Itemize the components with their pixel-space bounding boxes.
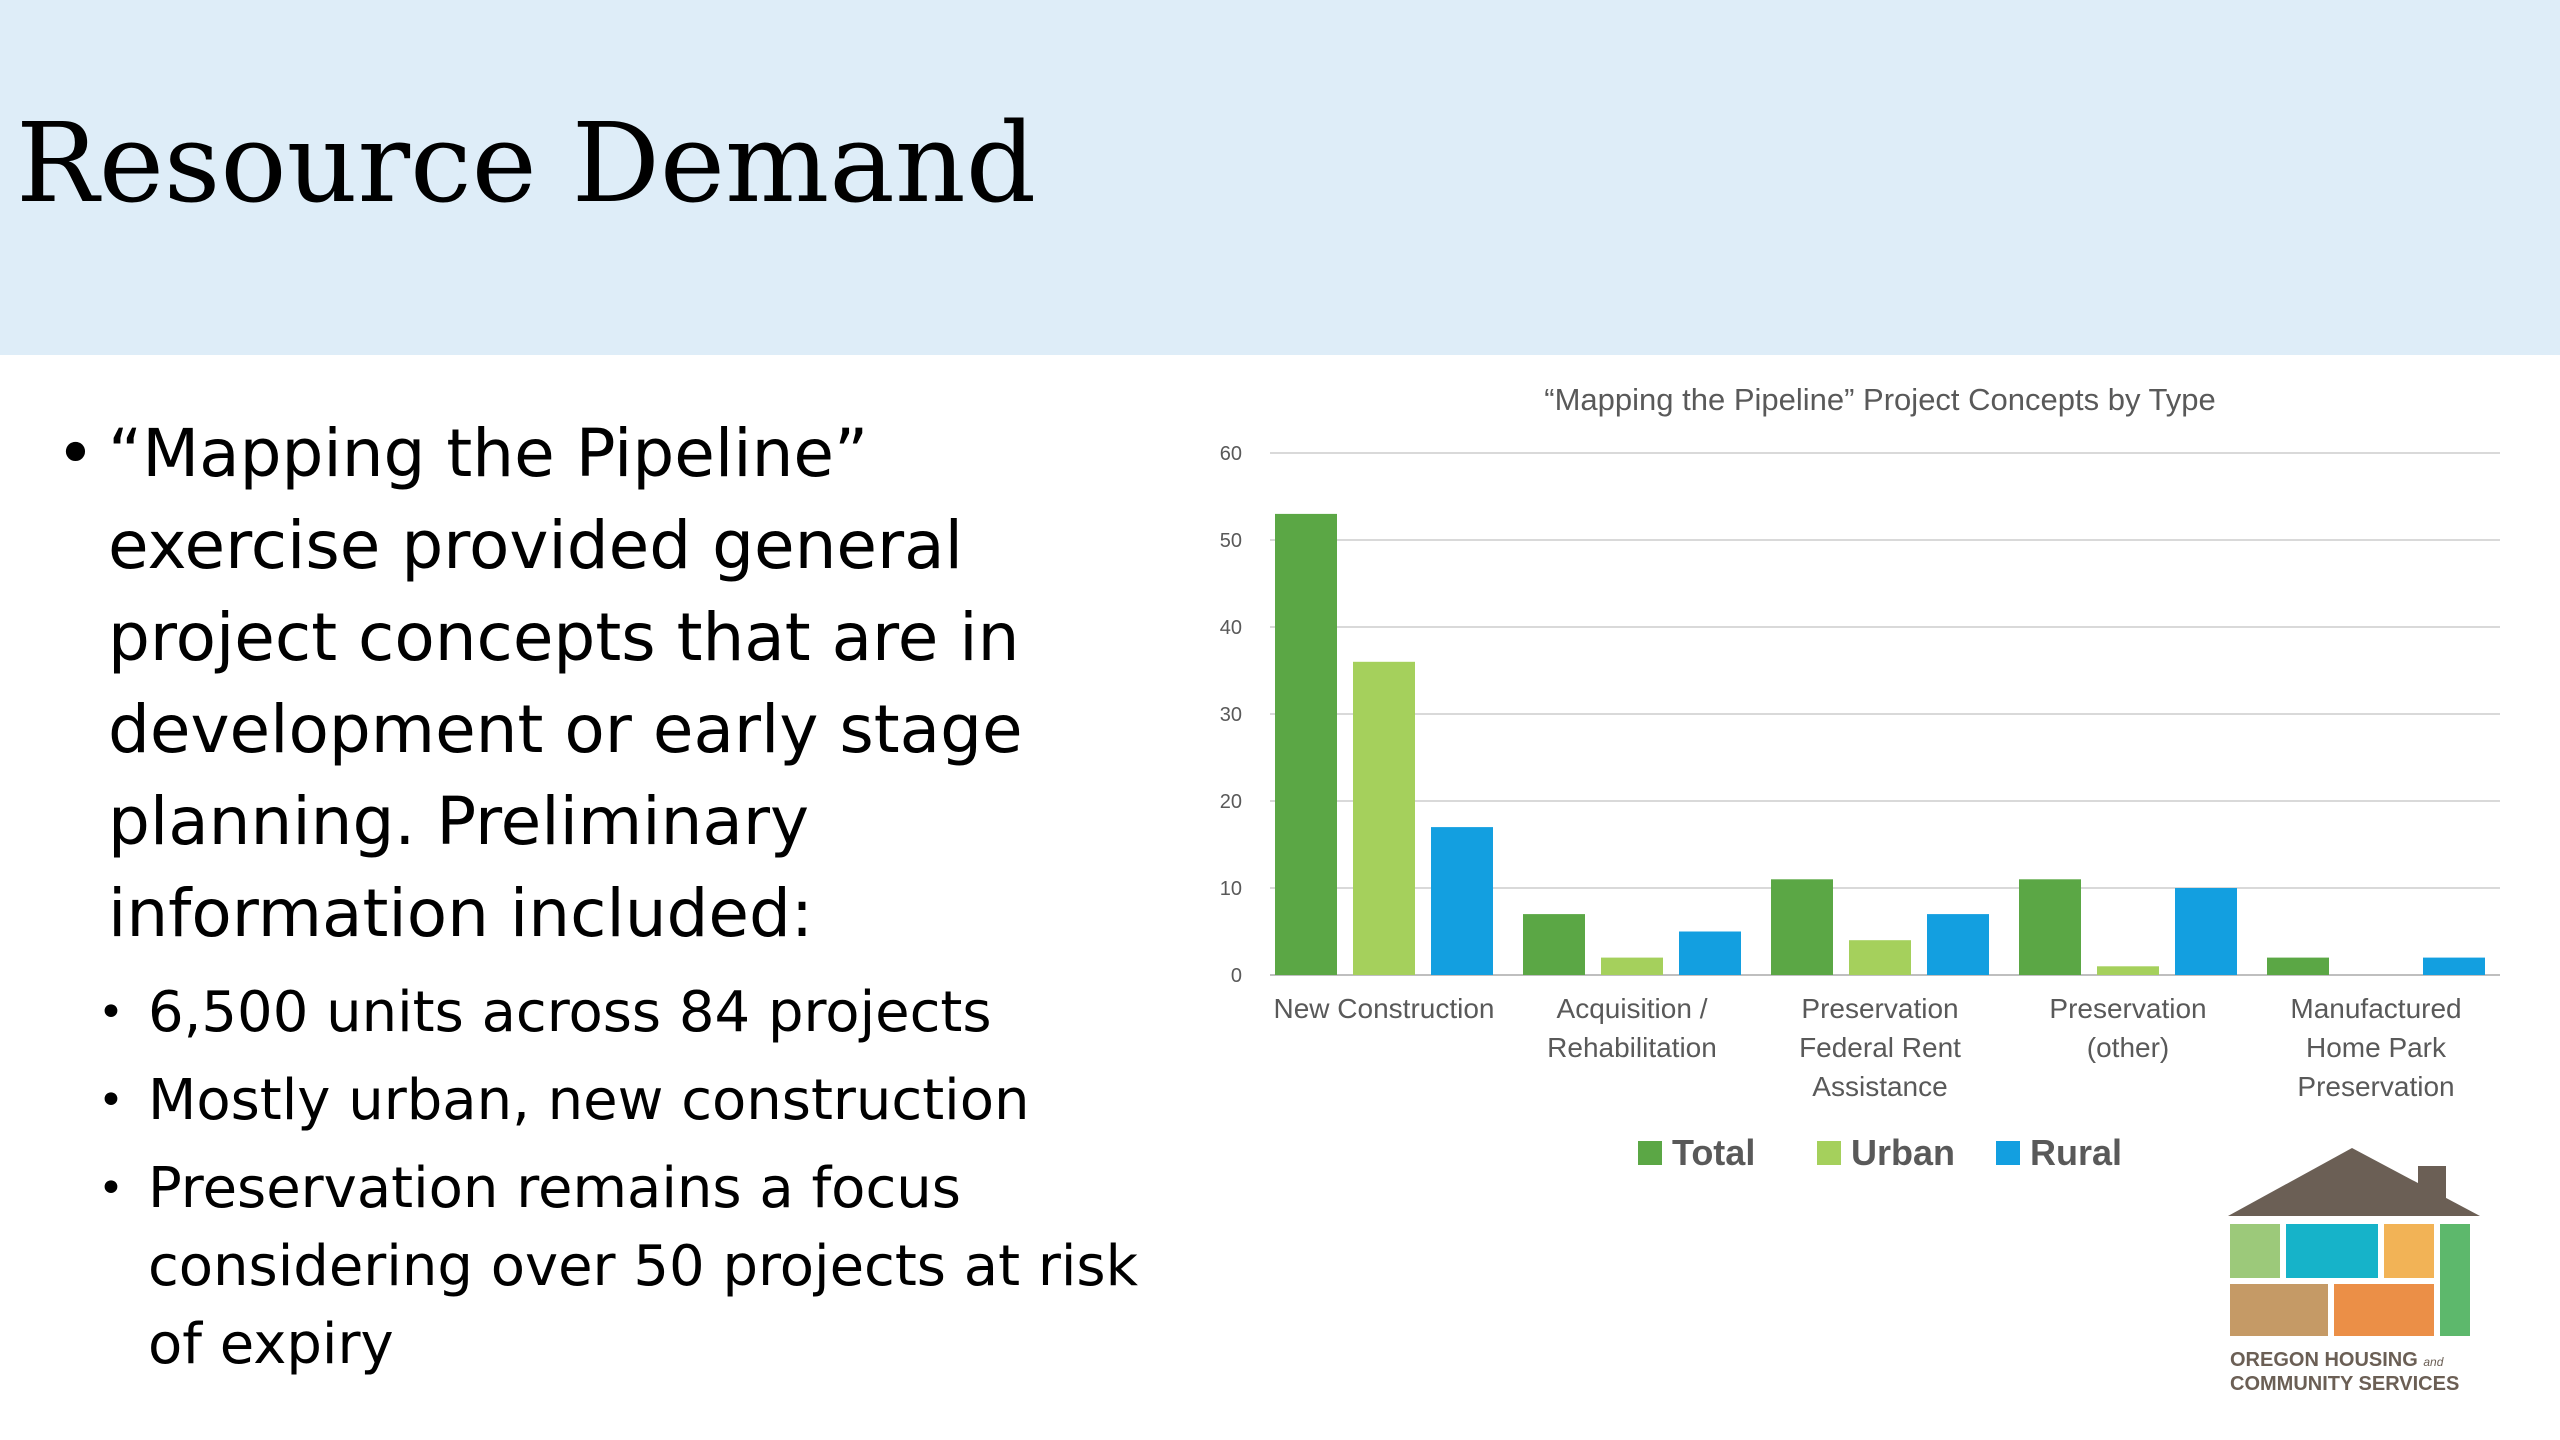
title-banner: Resource Demand — [0, 0, 2560, 355]
slide-title: Resource Demand — [16, 99, 1037, 227]
bar-total — [1523, 914, 1585, 975]
bullet-marker: • — [98, 1075, 124, 1126]
sub-bullet: • Mostly urban, new construction — [56, 1062, 1146, 1140]
bar-rural — [2175, 888, 2237, 975]
y-tick-label: 30 — [1220, 704, 1242, 726]
sub-bullet-text: Mostly urban, new construction — [148, 1068, 1030, 1133]
x-tick-label: Preservation (other) — [2049, 993, 2206, 1063]
logo-window-tile — [2230, 1284, 2328, 1336]
bar-rural — [1431, 827, 1493, 975]
logo-chimney-icon — [2418, 1166, 2446, 1202]
bullet-list: • “Mapping the Pipeline” exercise provid… — [56, 408, 1146, 1384]
y-tick-label: 50 — [1220, 530, 1242, 552]
logo-window-tile — [2286, 1224, 2378, 1278]
bullet-marker: • — [98, 987, 124, 1038]
legend-swatch — [1996, 1141, 2020, 1165]
bar-rural — [1927, 914, 1989, 975]
main-bullet: • “Mapping the Pipeline” exercise provid… — [56, 408, 1146, 960]
x-tick-label: Manufactured Home Park Preservation — [2290, 993, 2461, 1102]
logo-window-tile — [2384, 1224, 2434, 1278]
oregon-housing-logo: OREGON HOUSING and COMMUNITY SERVICES — [2228, 1148, 2480, 1395]
bar-urban — [1601, 957, 1663, 975]
legend-label: Total — [1672, 1132, 1755, 1173]
bullet-marker: • — [98, 1163, 124, 1214]
logo-roof-icon — [2228, 1148, 2480, 1216]
chart-title: “Mapping the Pipeline” Project Concepts … — [1544, 382, 2215, 417]
bar-total — [1275, 513, 1337, 975]
x-tick-label: New Construction — [1274, 993, 1495, 1024]
x-tick-label: Acquisition / Rehabilitation — [1547, 993, 1717, 1063]
logo-window-tile — [2230, 1224, 2280, 1278]
sub-bullet: • Preservation remains a focus consideri… — [56, 1150, 1146, 1384]
y-tick-label: 60 — [1220, 443, 1242, 465]
legend-swatch — [1638, 1141, 1662, 1165]
main-bullet-text: “Mapping the Pipeline” exercise provided… — [108, 415, 1023, 952]
bar-total — [2019, 879, 2081, 975]
y-tick-label: 0 — [1231, 965, 1242, 987]
sub-bullet-list: • 6,500 units across 84 projects • Mostl… — [56, 974, 1146, 1384]
sub-bullet-text: 6,500 units across 84 projects — [148, 980, 992, 1045]
sub-bullet-text: Preservation remains a focus considering… — [148, 1156, 1139, 1377]
bar-rural — [2423, 957, 2485, 975]
sub-bullet: • 6,500 units across 84 projects — [56, 974, 1146, 1052]
logo-text: OREGON HOUSING and — [2230, 1349, 2444, 1371]
bullet-marker: • — [56, 415, 95, 492]
x-tick-label: Preservation Federal Rent Assistance — [1799, 993, 1961, 1102]
bar-urban — [2097, 966, 2159, 975]
bar-rural — [1679, 931, 1741, 975]
logo-window-tile — [2334, 1284, 2434, 1336]
bar-chart: “Mapping the Pipeline” Project Concepts … — [1220, 382, 2500, 1173]
y-tick-label: 10 — [1220, 878, 1242, 900]
bar-urban — [1849, 940, 1911, 975]
y-tick-label: 40 — [1220, 617, 1242, 639]
bar-total — [1771, 879, 1833, 975]
y-tick-label: 20 — [1220, 791, 1242, 813]
legend-label: Urban — [1851, 1132, 1955, 1173]
legend-swatch — [1817, 1141, 1841, 1165]
logo-window-tile — [2440, 1224, 2470, 1336]
logo-text: COMMUNITY SERVICES — [2230, 1373, 2459, 1395]
bar-total — [2267, 957, 2329, 975]
legend-label: Rural — [2030, 1132, 2122, 1173]
bar-urban — [1353, 661, 1415, 975]
